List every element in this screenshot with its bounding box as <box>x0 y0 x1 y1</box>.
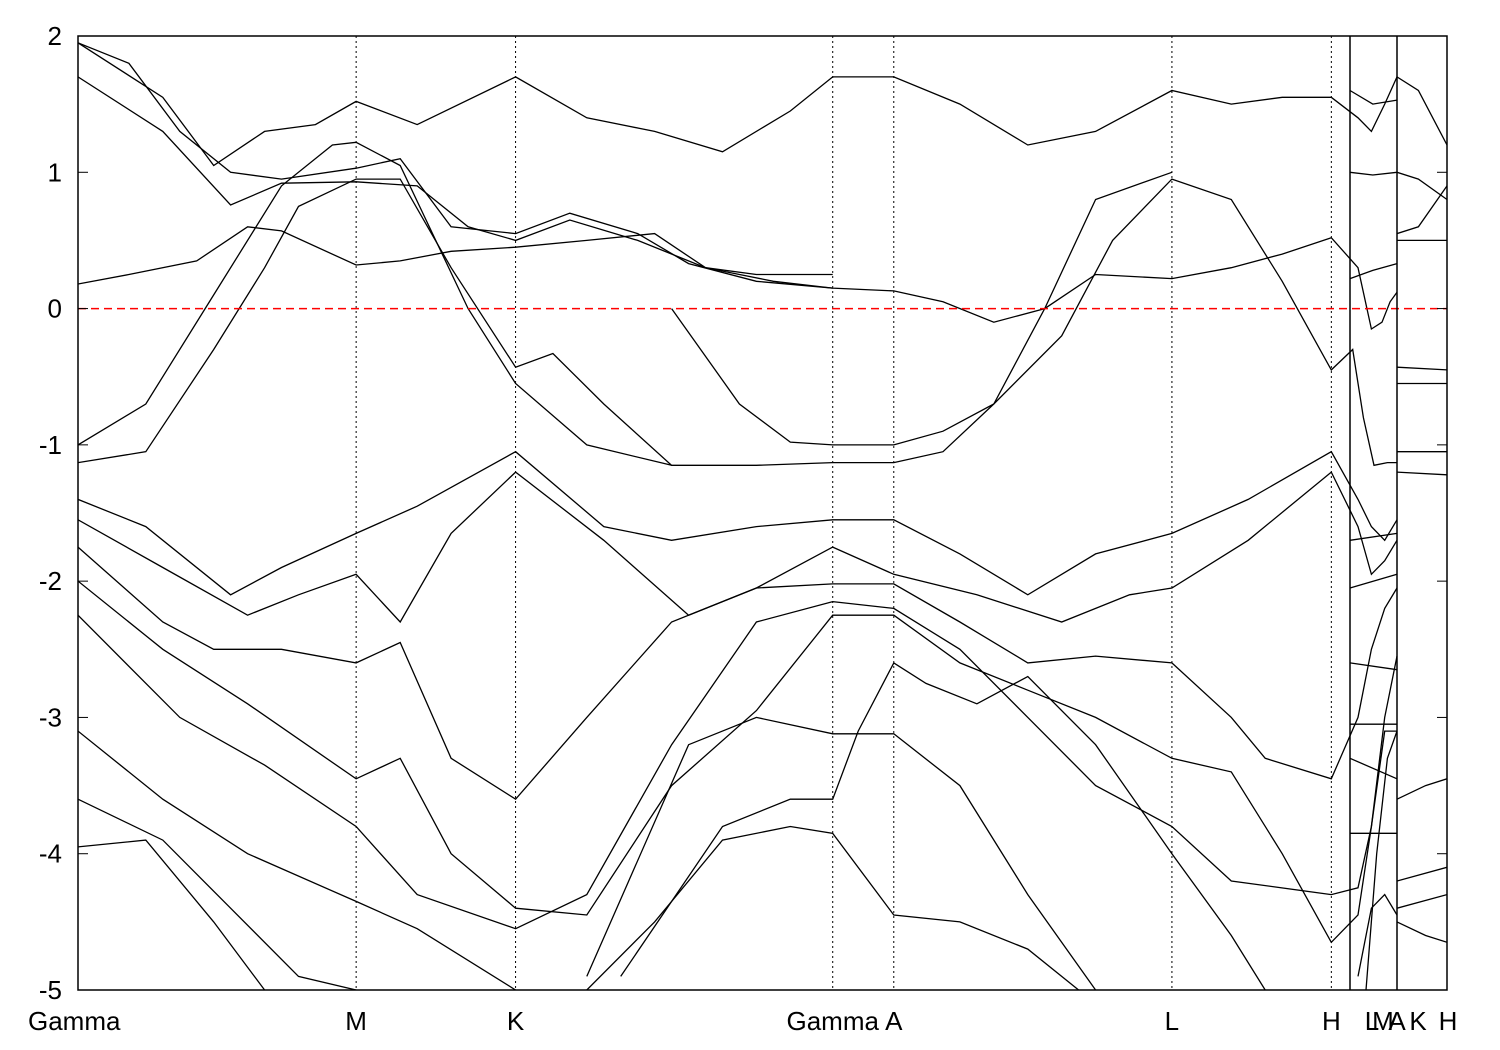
band-line <box>586 716 1097 990</box>
band-line <box>1396 471 1447 476</box>
band-line <box>78 730 516 990</box>
band-line <box>78 42 1398 331</box>
band-line <box>78 798 357 990</box>
series-layer <box>78 42 1447 990</box>
y-tick-label: -4 <box>39 839 62 869</box>
band-line <box>1349 757 1398 780</box>
band-line <box>1349 532 1398 541</box>
y-tick-label: -5 <box>39 975 62 1005</box>
band-line <box>1349 171 1398 176</box>
band-line <box>78 178 1397 467</box>
y-tick-label: 0 <box>48 294 62 324</box>
band-line <box>1357 893 1398 977</box>
band-line <box>78 226 833 289</box>
y-tick-label: -3 <box>39 702 62 732</box>
band-line <box>78 450 1398 596</box>
band-line <box>1365 730 1398 990</box>
band-line <box>1396 185 1447 235</box>
frame-layer <box>77 35 1448 991</box>
band-line <box>1349 262 1398 280</box>
band-line <box>78 471 1398 624</box>
band-line <box>1396 366 1447 371</box>
x-tick-label: H <box>1322 1006 1341 1036</box>
x-tick-label: L <box>1165 1006 1179 1036</box>
band-line <box>1396 893 1447 909</box>
x-tick-label: L <box>1365 1006 1379 1036</box>
band-line <box>78 42 1398 167</box>
band-line <box>1349 573 1398 589</box>
x-tick-label: K <box>1409 1006 1427 1036</box>
x-tick-label: Gamma <box>786 1006 879 1036</box>
band-line <box>78 600 1397 930</box>
band-line <box>1396 76 1447 146</box>
band-line <box>1349 89 1398 105</box>
x-tick-label: K <box>507 1006 525 1036</box>
x-tick-label: M <box>345 1006 367 1036</box>
band-line <box>78 141 672 466</box>
plot-frame <box>77 35 1448 991</box>
x-tick-label: M <box>1372 1006 1394 1036</box>
x-tick-label: Gamma <box>28 1006 121 1036</box>
y-tick-label: -2 <box>39 566 62 596</box>
band-line <box>78 546 1398 801</box>
band-line <box>620 661 1266 990</box>
band-line <box>78 839 266 990</box>
band-line <box>1396 778 1447 800</box>
band-line <box>1396 866 1447 882</box>
band-line <box>1396 171 1447 201</box>
y-tick-label: 1 <box>48 157 62 187</box>
y-tick-label: -1 <box>39 430 62 460</box>
grid-layer <box>355 36 1332 990</box>
band-line <box>1349 662 1398 671</box>
band-line <box>671 171 1173 446</box>
band-line <box>586 825 1080 990</box>
x-tick-label: A <box>885 1006 903 1036</box>
x-tick-label: H <box>1439 1006 1458 1036</box>
x-tick-label: A <box>1388 1006 1406 1036</box>
band-line <box>78 580 1398 944</box>
y-tick-label: 2 <box>48 21 62 51</box>
band-line <box>1396 921 1447 943</box>
